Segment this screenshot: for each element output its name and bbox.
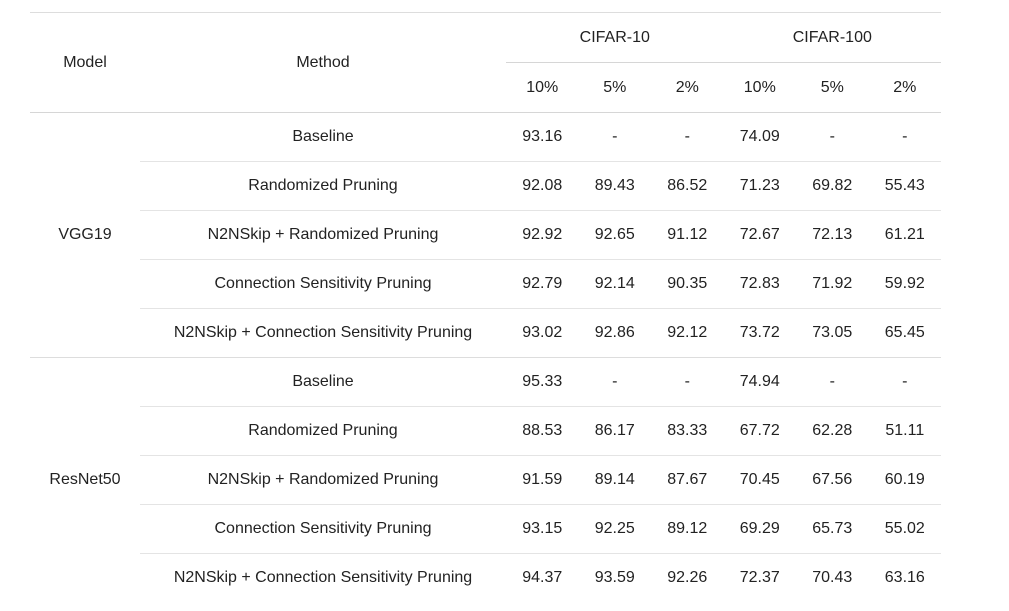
sparsity-header: 5%	[578, 62, 651, 113]
value-cell: 73.72	[723, 308, 797, 358]
value-cell: 92.25	[578, 504, 651, 554]
value-cell: 90.35	[651, 259, 724, 309]
value-cell: 86.52	[651, 161, 724, 211]
method-column-header: Method	[140, 12, 506, 113]
method-cell: N2NSkip + Connection Sensitivity Pruning	[140, 308, 506, 358]
value-cell: 67.72	[723, 406, 797, 456]
value-cell: 92.86	[578, 308, 651, 358]
value-cell: 94.37	[506, 553, 579, 602]
value-cell: 51.11	[868, 406, 942, 456]
value-cell: 92.92	[506, 210, 579, 260]
value-cell: 91.12	[651, 210, 724, 260]
value-cell: 61.21	[868, 210, 942, 260]
value-cell: 92.14	[578, 259, 651, 309]
model-column-header: Model	[30, 12, 140, 113]
sparsity-header: 10%	[506, 62, 579, 113]
value-cell: 86.17	[578, 406, 651, 456]
table-row: Connection Sensitivity Pruning 93.15 92.25…	[30, 504, 942, 554]
cifar10-group-header: CIFAR-10	[506, 12, 724, 63]
value-cell: 55.43	[868, 161, 942, 211]
value-cell: 72.37	[723, 553, 797, 602]
value-cell: 72.83	[723, 259, 797, 309]
value-cell: 72.67	[723, 210, 797, 260]
cifar100-group-header: CIFAR-100	[723, 12, 942, 63]
value-cell: 89.14	[578, 455, 651, 505]
value-cell: 72.13	[796, 210, 869, 260]
value-cell: 93.59	[578, 553, 651, 602]
method-cell: Randomized Pruning	[140, 161, 506, 211]
value-cell: 92.65	[578, 210, 651, 260]
model-name-cell: VGG19	[30, 112, 140, 358]
value-cell: 71.23	[723, 161, 797, 211]
value-cell: -	[651, 357, 724, 407]
table-row: N2NSkip + Randomized Pruning 92.92 92.65 91…	[30, 210, 942, 260]
value-cell: 74.09	[723, 112, 797, 162]
value-cell: 87.67	[651, 455, 724, 505]
table-row: N2NSkip + Connection Sensitivity Pruning…	[30, 553, 942, 602]
value-cell: 73.05	[796, 308, 869, 358]
sparsity-header: 10%	[723, 62, 797, 113]
value-cell: -	[578, 357, 651, 407]
value-cell: 69.29	[723, 504, 797, 554]
value-cell: 93.02	[506, 308, 579, 358]
value-cell: 89.12	[651, 504, 724, 554]
table-row: N2NSkip + Randomized Pruning 91.59 89.14 87…	[30, 455, 942, 505]
value-cell: 88.53	[506, 406, 579, 456]
value-cell: 63.16	[868, 553, 942, 602]
value-cell: 62.28	[796, 406, 869, 456]
model-name-cell: ResNet50	[30, 357, 140, 602]
results-table: Model Method CIFAR-10 CIFAR-100 10% 5% 2…	[30, 12, 942, 602]
value-cell: 92.79	[506, 259, 579, 309]
value-cell: 70.43	[796, 553, 869, 602]
value-cell: 74.94	[723, 357, 797, 407]
value-cell: 92.26	[651, 553, 724, 602]
table-row: VGG19 Baseline 93.16- -74.09- -	[30, 112, 942, 358]
method-cell: N2NSkip + Connection Sensitivity Pruning	[140, 553, 506, 602]
method-cell: Randomized Pruning	[140, 406, 506, 456]
value-cell: 92.12	[651, 308, 724, 358]
sparsity-header: 5%	[796, 62, 869, 113]
value-cell: 65.45	[868, 308, 942, 358]
value-cell: -	[578, 112, 651, 162]
value-cell: 69.82	[796, 161, 869, 211]
table-body: VGG19 Baseline 93.16- -74.09- - Randomized Pr…	[30, 112, 942, 602]
method-cell: Connection Sensitivity Pruning	[140, 504, 506, 554]
method-cell: Connection Sensitivity Pruning	[140, 259, 506, 309]
value-cell: 91.59	[506, 455, 579, 505]
value-cell: -	[868, 112, 942, 162]
table-row: Randomized Pruning 88.53 86.17 83.33 67.72 62…	[30, 406, 942, 456]
value-cell: 93.16	[506, 112, 579, 162]
method-cell: N2NSkip + Randomized Pruning	[140, 210, 506, 260]
method-cell: Baseline	[140, 112, 506, 162]
value-cell: -	[796, 112, 869, 162]
value-cell: 92.08	[506, 161, 579, 211]
table-row: Connection Sensitivity Pruning 92.79 92.14…	[30, 259, 942, 309]
sparsity-header: 2%	[868, 62, 942, 113]
value-cell: 60.19	[868, 455, 942, 505]
table-row: Randomized Pruning 92.08 89.43 86.52 71.23 69…	[30, 161, 942, 211]
value-cell: 89.43	[578, 161, 651, 211]
method-cell: N2NSkip + Randomized Pruning	[140, 455, 506, 505]
value-cell: 83.33	[651, 406, 724, 456]
value-cell: 59.92	[868, 259, 942, 309]
value-cell: 65.73	[796, 504, 869, 554]
table-header: Model Method CIFAR-10 CIFAR-100 10% 5% 2…	[30, 12, 942, 113]
table-row: N2NSkip + Connection Sensitivity Pruning…	[30, 308, 942, 358]
value-cell: -	[651, 112, 724, 162]
value-cell: -	[796, 357, 869, 407]
sparsity-header: 2%	[651, 62, 724, 113]
value-cell: 70.45	[723, 455, 797, 505]
table-row: ResNet50 Baseline 95.33- -74.94- -	[30, 357, 942, 602]
value-cell: -	[868, 357, 942, 407]
value-cell: 93.15	[506, 504, 579, 554]
method-cell: Baseline	[140, 357, 506, 407]
value-cell: 67.56	[796, 455, 869, 505]
value-cell: 71.92	[796, 259, 869, 309]
value-cell: 55.02	[868, 504, 942, 554]
value-cell: 95.33	[506, 357, 579, 407]
